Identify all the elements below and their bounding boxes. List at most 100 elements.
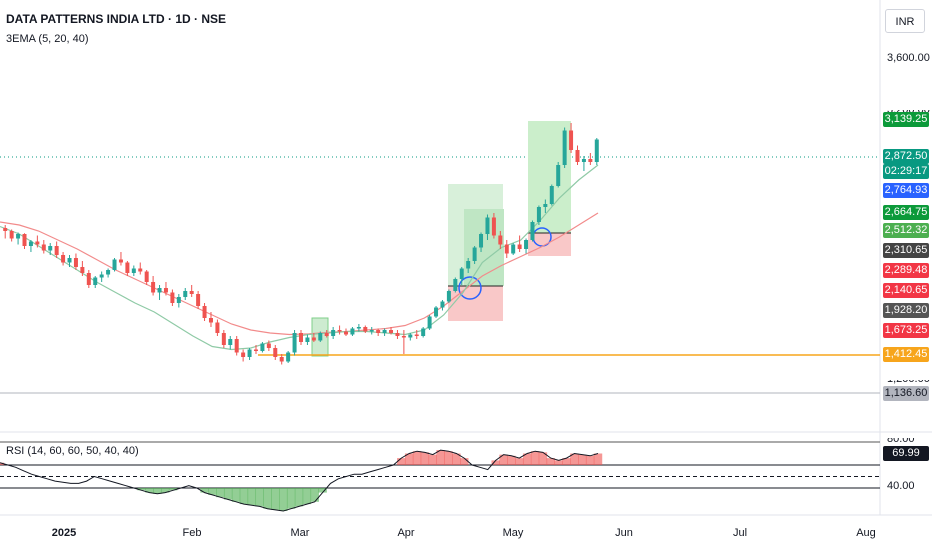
ema-fast-line [0,164,599,351]
candle [48,246,53,251]
time-label-feb: Feb [182,527,202,539]
candle [337,330,342,332]
candle [453,279,458,291]
indicator-label[interactable]: 3EMA (5, 20, 40) [6,33,89,45]
candle [504,244,509,254]
candle [311,337,316,341]
candle [35,241,40,245]
candle [144,271,149,282]
candle [485,217,490,234]
rsi-line [0,449,599,512]
candle [80,267,85,273]
candle [324,333,329,336]
candle [253,349,258,351]
candle [54,246,59,255]
candle [228,339,233,345]
candle [22,234,27,246]
candle [543,204,548,207]
candle [266,343,271,348]
candle [344,331,349,335]
candle [363,327,368,332]
rsi-tick-80: 80.00 [887,433,915,445]
candle [395,333,400,336]
time-label-2025: 2025 [51,527,77,539]
candle [575,150,580,162]
candle [170,292,175,303]
price-badge-1928: 1,928.20 [883,303,929,318]
price-badge-2664: 2,664.75 [883,205,929,220]
candle [511,244,516,254]
price-badge-3139: 3,139.25 [883,112,929,127]
price-badge-2310: 2,310.65 [883,243,929,258]
candle [260,343,265,351]
candle [524,240,529,249]
rsi-indicator-label[interactable]: RSI (14, 60, 60, 50, 40, 40) [6,445,139,457]
candle [331,330,336,336]
stop-zone [448,286,503,321]
candle [9,231,14,239]
candle [279,357,284,362]
countdown-badge: 02:29:17 [883,164,929,179]
candle [517,244,522,249]
candle [588,159,593,162]
candle [106,270,111,275]
candle [67,258,72,263]
candle [16,234,21,239]
time-label-mar: Mar [290,527,310,539]
price-tick-3600: 3,600.00 [887,52,930,64]
candle [208,318,213,323]
candle [176,297,181,303]
time-label-apr: Apr [397,527,415,539]
symbol-title[interactable]: DATA PATTERNS INDIA LTD · 1D · NSE [6,12,226,26]
time-label-jul: Jul [732,527,748,539]
price-badge-2764: 2,764.93 [883,183,929,198]
currency-button[interactable]: INR [885,9,925,33]
candle [498,235,503,245]
candle [189,291,194,294]
candle [247,349,252,357]
candle [549,186,554,204]
candle [459,268,464,279]
candle [151,282,156,293]
candle [440,301,445,308]
price-badge-last: 2,872.50 [883,149,929,164]
candle [234,339,239,353]
candle [41,244,46,251]
candle [408,334,413,338]
time-label-aug: Aug [856,527,876,539]
candle [530,222,535,240]
candle [215,322,220,333]
rsi-value-badge: 69.99 [883,446,929,461]
candle [376,330,381,333]
candle [472,247,477,261]
candle [479,234,484,248]
candle [299,333,303,342]
candle [112,259,117,270]
candle [273,348,278,357]
candle [202,306,207,318]
candle [356,327,361,329]
candle [86,273,91,285]
candle [569,130,574,150]
candle [131,268,136,273]
candle [3,228,8,231]
candle [536,207,541,222]
target-zone [464,209,504,286]
candle [562,130,567,165]
candle [28,241,33,246]
candle [350,328,355,335]
candle [389,330,394,333]
candle [93,277,98,285]
candle [434,307,439,317]
candle [421,328,426,336]
candle [183,291,188,297]
price-tick-1200: 1,200.00 [887,373,930,385]
candle [581,159,586,162]
candle [241,352,246,357]
rsi-tick-40: 40.00 [887,480,915,492]
price-badge-2512: 2,512.32 [883,223,929,238]
candle [369,330,374,332]
candle [446,291,451,302]
price-badge-1412: 1,412.45 [883,347,929,362]
